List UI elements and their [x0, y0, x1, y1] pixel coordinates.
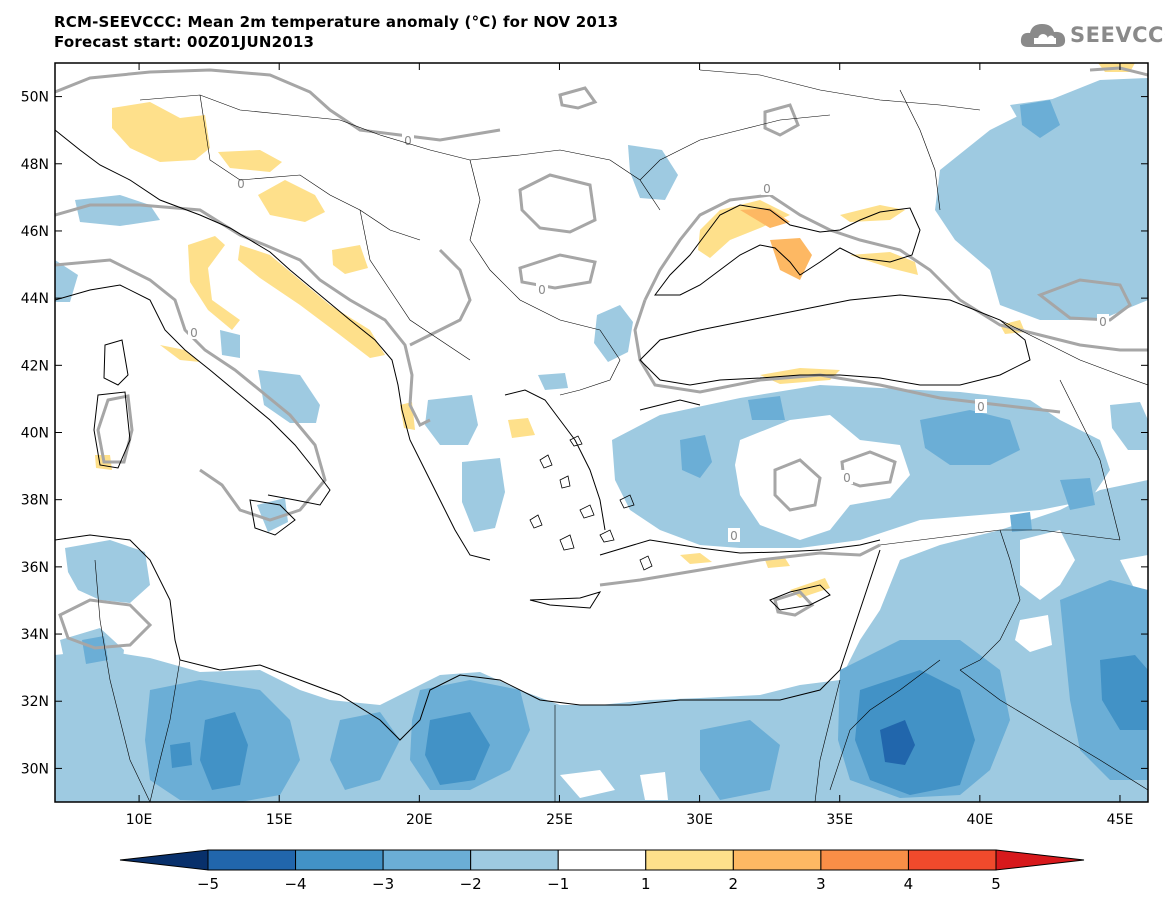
lat-tick-label: 38N — [21, 493, 49, 509]
lon-tick-label: 10E — [126, 812, 153, 828]
country-borders — [94, 69, 1148, 802]
map-title: RCM-SEEVCCC: Mean 2m temperature anomaly… — [54, 13, 619, 31]
colorbar-high-triangle — [995, 849, 1085, 871]
title-block: RCM-SEEVCCC: Mean 2m temperature anomaly… — [54, 12, 618, 52]
colorbar-box — [732, 849, 822, 871]
cloud-icon — [1020, 24, 1066, 47]
aegean-islands — [529, 435, 653, 571]
colorbar-label: −5 — [197, 875, 219, 893]
lat-tick-label: 46N — [21, 224, 49, 240]
contour-label: 0 — [538, 283, 546, 297]
lat-tick-label: 30N — [21, 761, 49, 777]
lon-tick-label: 45E — [1107, 812, 1134, 828]
contour-label: 0 — [404, 134, 412, 148]
contour-label: 0 — [190, 326, 198, 340]
colorbar-label: 3 — [816, 875, 826, 893]
contour-labels: 0 0 0 0 0 0 0 0 0 — [188, 133, 1109, 543]
lat-tick-label: 32N — [21, 694, 49, 710]
colorbar-box — [645, 849, 734, 871]
colorbar-label: 5 — [991, 875, 1001, 893]
colorbar-box — [295, 849, 384, 871]
lat-tick-label: 42N — [21, 358, 49, 374]
map-subtitle: Forecast start: 00Z01JUN2013 — [54, 33, 315, 51]
anomaly-fill-stronger — [170, 655, 1148, 795]
colorbar-label: 1 — [641, 875, 651, 893]
colorbar-label: −3 — [372, 875, 394, 893]
lon-tick-label: 35E — [826, 812, 853, 828]
lat-tick-label: 50N — [21, 90, 49, 106]
anomaly-holes — [560, 415, 1148, 800]
lat-tick-label: 48N — [21, 157, 49, 173]
contour-label: 0 — [730, 529, 738, 543]
lat-tick-label: 40N — [21, 426, 49, 442]
colorbar-box — [382, 849, 472, 871]
lon-tick-label: 20E — [406, 812, 433, 828]
colorbar-low-triangle — [119, 849, 209, 871]
coastlines — [55, 129, 1031, 741]
anomaly-fill-positive — [95, 63, 1135, 598]
colorbar-label: −2 — [460, 875, 482, 893]
colorbar-box — [470, 849, 559, 871]
lat-tick-label: 44N — [21, 291, 49, 307]
seevccc-logo: SEEVCCC — [1018, 20, 1165, 50]
lat-tick-label: 36N — [21, 560, 49, 576]
lon-tick-label: 30E — [686, 812, 713, 828]
contour-label: 0 — [237, 177, 245, 191]
contour-label: 0 — [1099, 315, 1107, 329]
colorbar-box — [207, 849, 297, 871]
contour-label: 0 — [977, 400, 985, 414]
colorbar-box — [557, 849, 647, 871]
colorbar-box — [820, 849, 909, 871]
lat-axis: 50N 48N 46N 44N 42N 40N 38N 36N 34N 32N 30N — [21, 90, 1148, 777]
map-area: 0 0 0 0 0 0 0 0 0 — [55, 63, 1148, 802]
lat-tick-label: 34N — [21, 627, 49, 643]
lon-tick-label: 25E — [546, 812, 573, 828]
colorbar-label: −1 — [547, 875, 569, 893]
contour-label: 0 — [763, 182, 771, 196]
colorbar-label: 2 — [729, 875, 739, 893]
colorbar-label: −4 — [284, 875, 306, 893]
lon-axis: 10E 15E 20E 25E 30E 35E 40E 45E — [126, 63, 1134, 828]
logo-text: SEEVCCC — [1070, 23, 1165, 47]
colorbar-label: 4 — [904, 875, 914, 893]
lon-tick-label: 15E — [266, 812, 293, 828]
colorbar-box — [907, 849, 997, 871]
lon-tick-label: 40E — [967, 812, 994, 828]
colorbar: −5 −4 −3 −2 −1 1 2 3 4 5 — [119, 849, 1085, 893]
contour-label: 0 — [843, 471, 851, 485]
anomaly-fill-strongest — [880, 720, 915, 765]
